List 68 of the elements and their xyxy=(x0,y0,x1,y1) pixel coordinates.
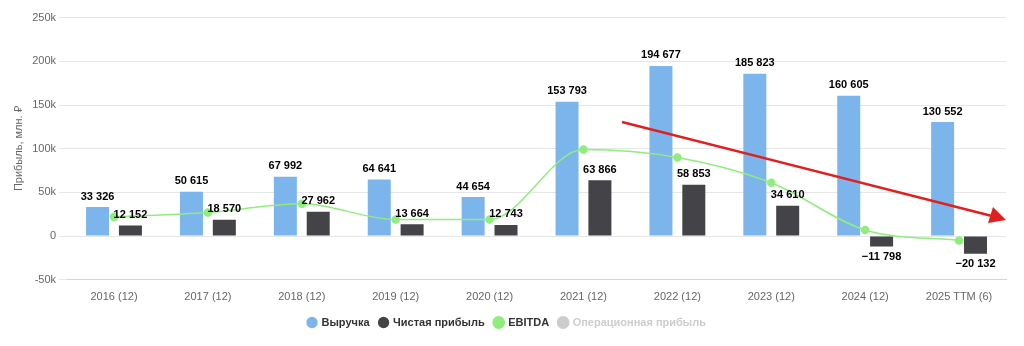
x-tick-label: 2021 (12) xyxy=(559,290,608,303)
bar xyxy=(743,73,767,236)
bar xyxy=(963,236,987,254)
bar xyxy=(86,206,110,236)
legend-label: Чистая прибыль xyxy=(393,315,485,328)
data-label: 33 326 xyxy=(80,189,115,202)
data-label: 27 962 xyxy=(301,194,336,207)
legend-label: Выручка xyxy=(321,315,371,328)
data-label: −11 798 xyxy=(861,249,902,262)
bar xyxy=(494,224,518,236)
bar xyxy=(870,236,894,247)
bar xyxy=(682,184,706,236)
bar xyxy=(118,225,142,236)
point xyxy=(767,178,776,188)
bar xyxy=(776,205,800,236)
y-tick-label: 50k xyxy=(38,185,57,198)
legend-label: EBITDA xyxy=(508,315,550,328)
data-label: 34 610 xyxy=(770,188,805,201)
data-label: 63 866 xyxy=(583,162,617,175)
data-label: −20 132 xyxy=(955,257,996,270)
y-tick-label: 100k xyxy=(32,141,57,154)
point xyxy=(485,215,494,224)
y-tick-label: 0 xyxy=(49,229,57,242)
y-tick-label: 150k xyxy=(32,98,57,111)
bar xyxy=(367,179,391,236)
x-tick-label: 2025 TTM (6) xyxy=(925,290,993,303)
bar xyxy=(588,180,612,236)
point xyxy=(673,153,682,162)
data-label: 50 615 xyxy=(174,174,209,187)
data-label: 44 654 xyxy=(456,179,491,192)
y-axis-title: Прибыль, млн. ₽ xyxy=(11,106,24,192)
bar xyxy=(649,65,673,236)
bar xyxy=(461,197,485,236)
data-label: 58 853 xyxy=(676,167,711,180)
data-label: 194 677 xyxy=(641,48,681,61)
y-tick-label: 200k xyxy=(32,54,57,67)
data-label: 130 552 xyxy=(922,104,963,117)
data-label: 13 664 xyxy=(395,206,430,219)
point xyxy=(391,215,400,224)
data-label: 185 823 xyxy=(734,56,775,69)
x-tick-label: 2017 (12) xyxy=(184,290,232,303)
bar xyxy=(306,211,330,236)
bar xyxy=(179,191,203,236)
bar xyxy=(555,101,579,236)
data-label: 12 743 xyxy=(489,207,523,220)
bar xyxy=(837,95,861,236)
x-tick-label: 2022 (12) xyxy=(653,290,701,303)
point xyxy=(860,225,870,235)
x-tick-label: 2019 (12) xyxy=(372,290,420,303)
bar xyxy=(212,219,236,236)
point xyxy=(579,145,588,154)
x-tick-label: 2016 (12) xyxy=(90,290,138,303)
data-label: 160 605 xyxy=(828,78,869,91)
x-tick-label: 2018 (12) xyxy=(278,290,326,303)
bar xyxy=(273,176,297,236)
data-label: 12 152 xyxy=(113,208,148,221)
data-label: 64 641 xyxy=(362,162,397,175)
data-label: 153 793 xyxy=(547,84,587,97)
point xyxy=(954,236,964,245)
y-tick-label: 250k xyxy=(32,10,57,23)
x-tick-label: 2023 (12) xyxy=(747,290,795,303)
data-label: 18 570 xyxy=(207,202,242,215)
x-tick-label: 2020 (12) xyxy=(466,290,514,303)
x-tick-label: 2024 (12) xyxy=(841,290,889,303)
bar xyxy=(931,122,955,236)
y-tick-label: -50k xyxy=(34,272,57,285)
data-label: 67 992 xyxy=(268,159,303,172)
bar xyxy=(400,224,424,236)
